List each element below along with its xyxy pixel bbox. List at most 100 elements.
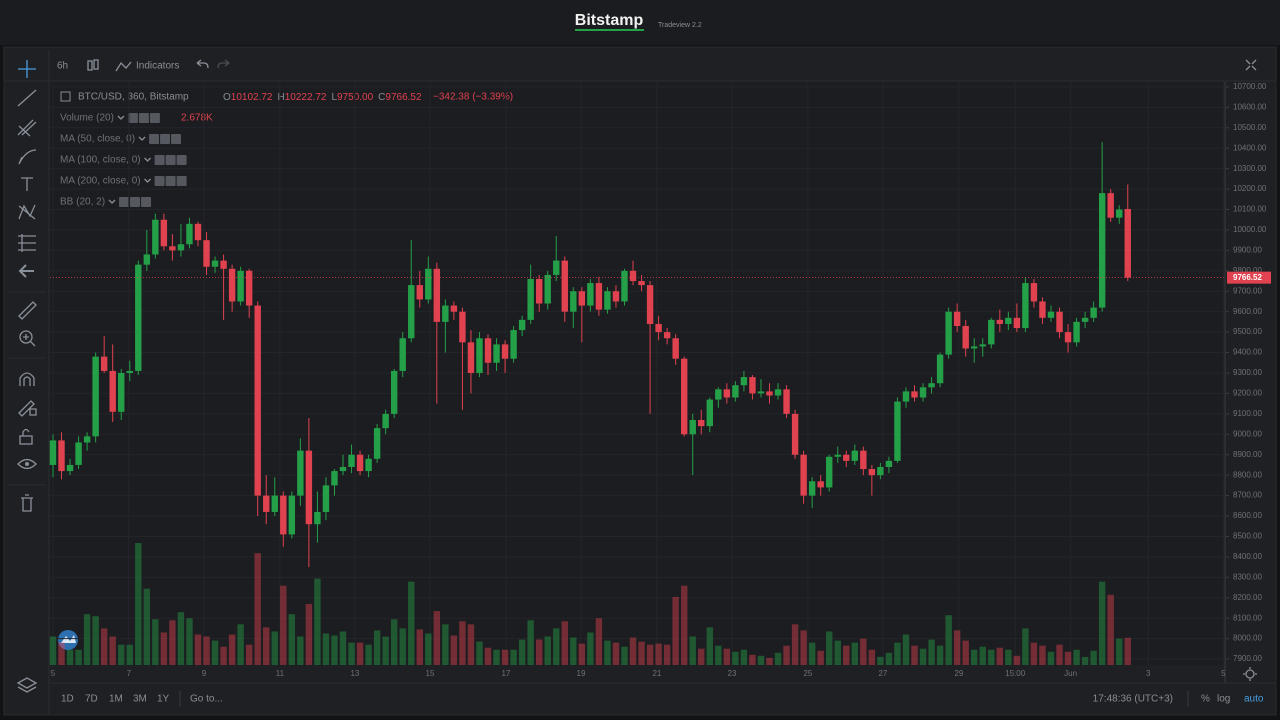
volume-bar: [1073, 649, 1080, 665]
y-tick-label: 9300.00: [1233, 368, 1262, 377]
volume-bar: [1124, 637, 1131, 665]
candle-body: [356, 454, 364, 472]
candle-body: [936, 354, 944, 384]
redo[interactable]: [217, 59, 230, 69]
text-tool[interactable]: [21, 177, 33, 191]
candle-body: [365, 458, 372, 472]
volume-bar: [604, 640, 611, 665]
volume-bar: [1039, 645, 1046, 665]
volume-bar: [1081, 656, 1089, 665]
brush-tool[interactable]: [18, 149, 37, 165]
collapse-icon[interactable]: [60, 91, 71, 102]
volume-bar: [740, 649, 748, 665]
scale-option[interactable]: log: [1217, 694, 1230, 705]
study-menu[interactable]: [144, 178, 152, 183]
ohlc-key: C: [378, 92, 385, 103]
study-menu[interactable]: [138, 136, 146, 141]
candle-body: [476, 338, 483, 373]
y-tick-label: 10500.00: [1233, 123, 1267, 132]
candle-body: [1081, 317, 1089, 322]
study-button[interactable]: [176, 176, 187, 186]
candle-body: [655, 323, 662, 333]
brand[interactable]: Bitstamp: [575, 12, 644, 29]
magnet-tool[interactable]: [19, 372, 35, 386]
range-button[interactable]: 1D: [61, 694, 74, 705]
study-button[interactable]: [149, 134, 160, 144]
scale-option[interactable]: auto: [1244, 694, 1264, 705]
study-name[interactable]: Volume (20): [60, 113, 114, 124]
volume-bar: [808, 642, 816, 665]
scale-option[interactable]: %: [1201, 694, 1210, 705]
indicators-icon[interactable]: [115, 61, 132, 72]
study-button[interactable]: [171, 134, 182, 144]
pattern-tool[interactable]: [18, 204, 36, 220]
study-button[interactable]: [154, 176, 165, 186]
back-tool[interactable]: [18, 264, 34, 278]
layers-tool[interactable]: [16, 677, 38, 693]
candle-icon[interactable]: [87, 59, 99, 71]
candle-body: [322, 485, 330, 512]
study-menu[interactable]: [117, 115, 125, 120]
chart-settings[interactable]: [1243, 667, 1257, 681]
lock-draw-tool[interactable]: [18, 400, 37, 417]
y-tick-label: 10700.00: [1233, 82, 1267, 91]
volume-bar: [629, 637, 637, 665]
ruler-tool[interactable]: [18, 301, 37, 320]
volume-bar: [826, 631, 833, 665]
study-button[interactable]: [141, 197, 152, 207]
volume-bar: [885, 652, 893, 665]
symbol[interactable]: BTC/USD, 360, Bitstamp: [78, 92, 189, 103]
zoom-tool[interactable]: [19, 330, 36, 347]
lock-tool[interactable]: [19, 428, 33, 445]
volume-bar: [800, 630, 807, 665]
trash-tool[interactable]: [21, 494, 33, 512]
range-button[interactable]: 1Y: [157, 694, 170, 705]
volume-bar: [834, 640, 841, 665]
study-menu[interactable]: [144, 157, 152, 162]
fullscreen[interactable]: [1245, 59, 1257, 71]
range-button[interactable]: 7D: [85, 694, 98, 705]
candle-body: [723, 389, 731, 398]
candle-body: [757, 391, 765, 394]
study-name[interactable]: MA (50, close, 0): [60, 134, 135, 145]
volume-bar: [919, 648, 927, 665]
study-name[interactable]: MA (200, close, 0): [60, 176, 141, 187]
projection-tool[interactable]: [18, 234, 36, 252]
candle-body: [587, 283, 594, 306]
candle-body: [49, 440, 57, 465]
study-button[interactable]: [130, 197, 141, 207]
study-name[interactable]: BB (20, 2): [60, 197, 105, 208]
volume-bar: [459, 621, 466, 665]
study-button[interactable]: [160, 134, 171, 144]
study-button[interactable]: [165, 176, 176, 186]
y-tick-label: 8600.00: [1233, 511, 1262, 520]
range-button[interactable]: 1M: [109, 694, 123, 705]
study-button[interactable]: [138, 113, 149, 123]
candle-body: [152, 219, 159, 255]
undo[interactable]: [196, 59, 209, 69]
goto[interactable]: Go to...: [190, 694, 223, 705]
study-menu[interactable]: [108, 199, 116, 204]
y-tick-label: 8400.00: [1233, 552, 1262, 561]
study-button[interactable]: [127, 113, 138, 123]
volume-bar: [390, 619, 398, 665]
visibility-tool[interactable]: [17, 458, 37, 470]
x-tick-label: 29: [954, 669, 963, 678]
fib-tool[interactable]: [17, 119, 37, 137]
volume-bar: [570, 637, 577, 665]
y-tick-label: 8700.00: [1233, 491, 1262, 500]
indicators[interactable]: Indicators: [136, 61, 179, 72]
study-button[interactable]: [154, 155, 165, 165]
volume-bar: [843, 645, 850, 665]
study-name[interactable]: MA (100, close, 0): [60, 155, 141, 166]
crosshair-tool[interactable]: [18, 60, 36, 78]
x-tick-label: 9: [202, 669, 207, 678]
interval[interactable]: 6h: [57, 61, 68, 72]
study-button[interactable]: [176, 155, 187, 165]
study-button[interactable]: [119, 197, 130, 207]
line-tool[interactable]: [17, 89, 37, 107]
study-button[interactable]: [149, 113, 160, 123]
volume-bar: [254, 553, 261, 665]
range-button[interactable]: 3M: [133, 694, 147, 705]
study-button[interactable]: [165, 155, 176, 165]
